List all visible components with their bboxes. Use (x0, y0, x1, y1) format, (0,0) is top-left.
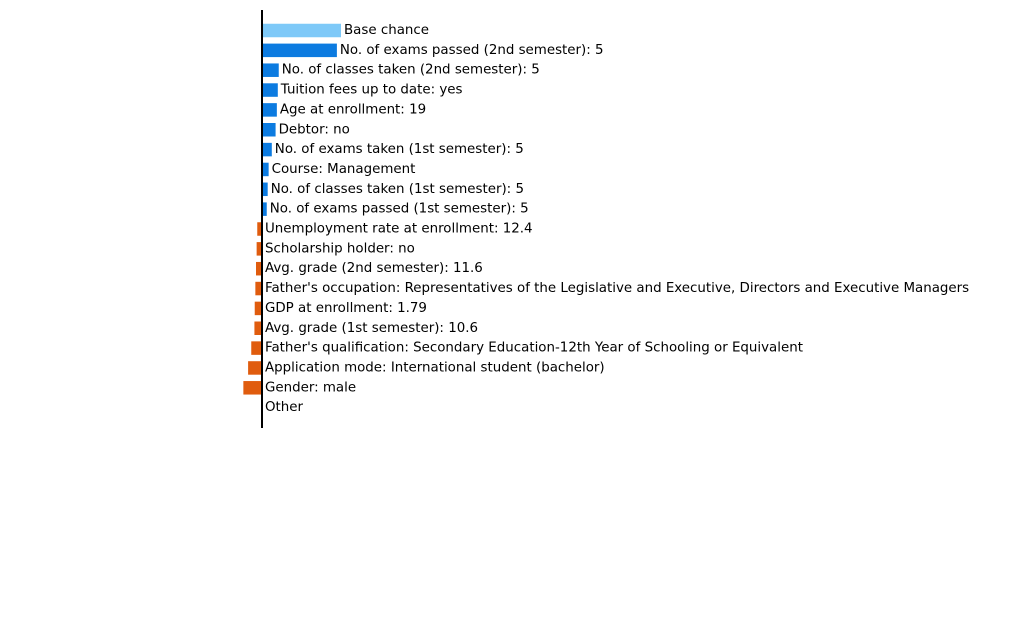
bar (262, 43, 337, 58)
bar (262, 83, 278, 97)
bar-label: Age at enrollment: 19 (280, 102, 426, 117)
bar-label: Father's qualification: Secondary Educat… (265, 341, 803, 356)
bar (262, 123, 276, 137)
bar (254, 301, 262, 316)
bar (262, 23, 341, 38)
bar-label: Course: Management (272, 162, 416, 177)
bar (243, 381, 262, 395)
bar-label: Avg. grade (2nd semester): 11.6 (265, 261, 483, 276)
bar (257, 222, 262, 236)
bar-label: Father's occupation: Representatives of … (265, 281, 969, 296)
bar (262, 182, 268, 197)
bar-label: Gender: male (265, 380, 356, 395)
bar-label: GDP at enrollment: 1.79 (265, 301, 427, 316)
bar-label: Avg. grade (1st semester): 10.6 (265, 321, 478, 336)
bar (262, 162, 269, 177)
bar-label: Unemployment rate at enrollment: 12.4 (265, 222, 533, 237)
bar-label: No. of classes taken (1st semester): 5 (271, 182, 524, 197)
bar-label: Base chance (344, 23, 429, 38)
bar-label: No. of exams taken (1st semester): 5 (275, 142, 524, 157)
bar (256, 242, 262, 256)
bar-label: No. of exams passed (1st semester): 5 (270, 202, 529, 217)
bar (248, 361, 262, 375)
labels-group: Base chance No. of exams passed (2nd seme… (265, 23, 969, 415)
bar-label: No. of exams passed (2nd semester): 5 (340, 43, 604, 58)
bar (254, 321, 262, 335)
bar-label: Tuition fees up to date: yes (280, 83, 463, 98)
bar (262, 63, 279, 77)
bar (262, 103, 277, 117)
bar (262, 142, 272, 157)
bar-label: Scholarship holder: no (265, 241, 415, 256)
bar-label: Application mode: International student … (265, 360, 605, 375)
bar-label: Other (265, 400, 304, 415)
bar (251, 341, 262, 355)
bar (256, 261, 262, 276)
bar (262, 202, 267, 216)
bars-group (243, 23, 341, 395)
bar-label: No. of classes taken (2nd semester): 5 (282, 63, 540, 78)
bar-label: Debtor: no (279, 122, 350, 137)
bar (255, 281, 262, 296)
